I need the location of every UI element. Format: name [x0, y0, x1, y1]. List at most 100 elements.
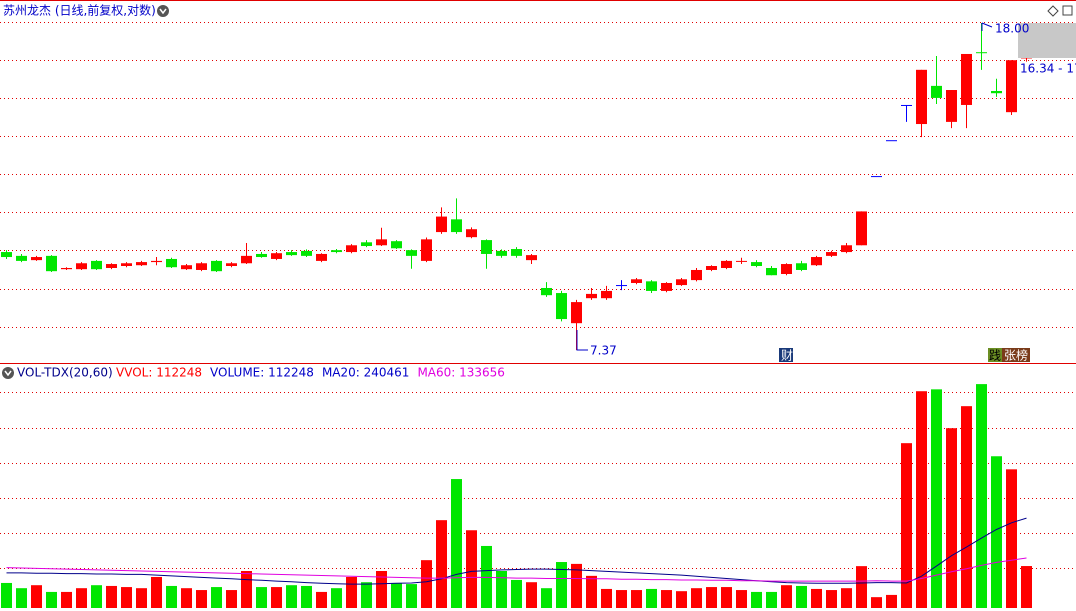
legend-entry: MA20: 240461: [322, 366, 410, 380]
candle-body: [961, 53, 972, 105]
volume-bar: [166, 585, 177, 608]
candle-body: [781, 264, 792, 274]
candle-body: [661, 282, 672, 291]
list-badge[interactable]: [1002, 348, 1030, 362]
candle-body: [16, 255, 27, 261]
volume-bar: [331, 588, 342, 608]
legend-entry: MA60: 133656: [417, 366, 505, 380]
candle-body: [481, 240, 492, 254]
volume-bar: [691, 588, 702, 608]
volume-bar: [961, 406, 972, 608]
high-label: 18.00: [995, 22, 1029, 36]
candle-body: [931, 85, 942, 98]
candle-body: [946, 90, 957, 122]
candle-body: [541, 287, 552, 296]
list-badge-text: 张榜: [1004, 348, 1028, 363]
volume-bar: [796, 585, 807, 608]
volume-bar: [61, 591, 72, 608]
low-arrow: [576, 330, 588, 351]
candle-body: [991, 90, 1002, 94]
volume-bar: [736, 590, 747, 608]
legend-entry: VOLUME: 112248: [210, 366, 314, 380]
volume-bar: [706, 587, 717, 608]
volume-bar: [826, 590, 837, 608]
volume-bar: [256, 587, 267, 608]
candle-body: [511, 249, 522, 256]
volume-bar: [316, 591, 327, 608]
volume-bar: [241, 570, 252, 608]
badge-text: 践: [989, 349, 1001, 363]
volume-bar: [511, 579, 522, 608]
volume-bar: [286, 585, 297, 608]
candle-body: [31, 257, 42, 261]
volume-bar: [421, 560, 432, 608]
volume-bar: [211, 587, 222, 608]
volume-bar: [811, 588, 822, 608]
volume-bar: [121, 587, 132, 608]
volume-bar: [16, 588, 27, 608]
candle-body: [241, 255, 252, 264]
candle-body: [646, 281, 657, 291]
volume-bar: [991, 456, 1002, 608]
price-range-label: 16.34 - 17: [1020, 62, 1076, 76]
volume-bar: [181, 588, 192, 608]
candle-body: [106, 264, 117, 268]
candle-body: [811, 257, 822, 266]
volume-collapse-icon[interactable]: [2, 367, 14, 379]
volume-bar: [631, 590, 642, 608]
volume-bar: [466, 530, 477, 608]
candle-body: [391, 241, 402, 249]
candle-body: [226, 263, 237, 267]
volume-bar: [676, 591, 687, 608]
volume-bar: [556, 562, 567, 608]
candle-body: [436, 216, 447, 233]
volume-bar: [406, 584, 417, 608]
legend: VVOL: 112248 VOLUME: 112248 MA20: 240461 MA…: [116, 366, 505, 380]
volume-bar: [1021, 566, 1032, 608]
candle-body: [556, 293, 567, 320]
volume-bar: [526, 582, 537, 608]
volume-bar: [571, 563, 582, 608]
candle-body: [286, 252, 297, 256]
volume-bar: [646, 588, 657, 608]
collapse-icon[interactable]: [157, 5, 169, 17]
candle-body: [841, 245, 852, 253]
volume-bar: [856, 566, 867, 608]
volume-bar: [541, 588, 552, 608]
candle-body: [136, 262, 147, 266]
candle-body: [1, 252, 12, 258]
candle-body: [361, 242, 372, 247]
candle-body: [76, 263, 87, 270]
badge[interactable]: [988, 348, 1002, 362]
volume-bar: [601, 588, 612, 608]
volume-bar: [151, 576, 162, 608]
candle-body: [331, 250, 342, 253]
finance-badge[interactable]: [779, 348, 793, 362]
volume-bar: [721, 587, 732, 608]
candle-body: [46, 255, 57, 272]
volume-bar: [301, 585, 312, 608]
square-icon[interactable]: [1062, 5, 1073, 16]
candle-body: [121, 263, 132, 267]
volume-bar: [976, 384, 987, 608]
candle-body: [421, 239, 432, 261]
low-label: 7.37: [590, 344, 617, 358]
diamond-icon[interactable]: [1047, 5, 1059, 17]
legend-entry: VVOL: 112248: [116, 366, 202, 380]
volume-bar: [1006, 469, 1017, 608]
volume-bar: [391, 582, 402, 608]
candle-body: [526, 255, 537, 261]
volume-bar: [76, 588, 87, 608]
candle-body: [166, 258, 177, 268]
volume-bar: [946, 428, 957, 608]
candle-body: [91, 260, 102, 270]
candle-body: [271, 253, 282, 259]
candle-body: [1006, 60, 1017, 113]
candle-body: [676, 279, 687, 286]
volume-bar: [586, 575, 597, 608]
volume-bar: [901, 443, 912, 608]
candle-body: [496, 250, 507, 256]
volume-grid: [0, 392, 1076, 569]
